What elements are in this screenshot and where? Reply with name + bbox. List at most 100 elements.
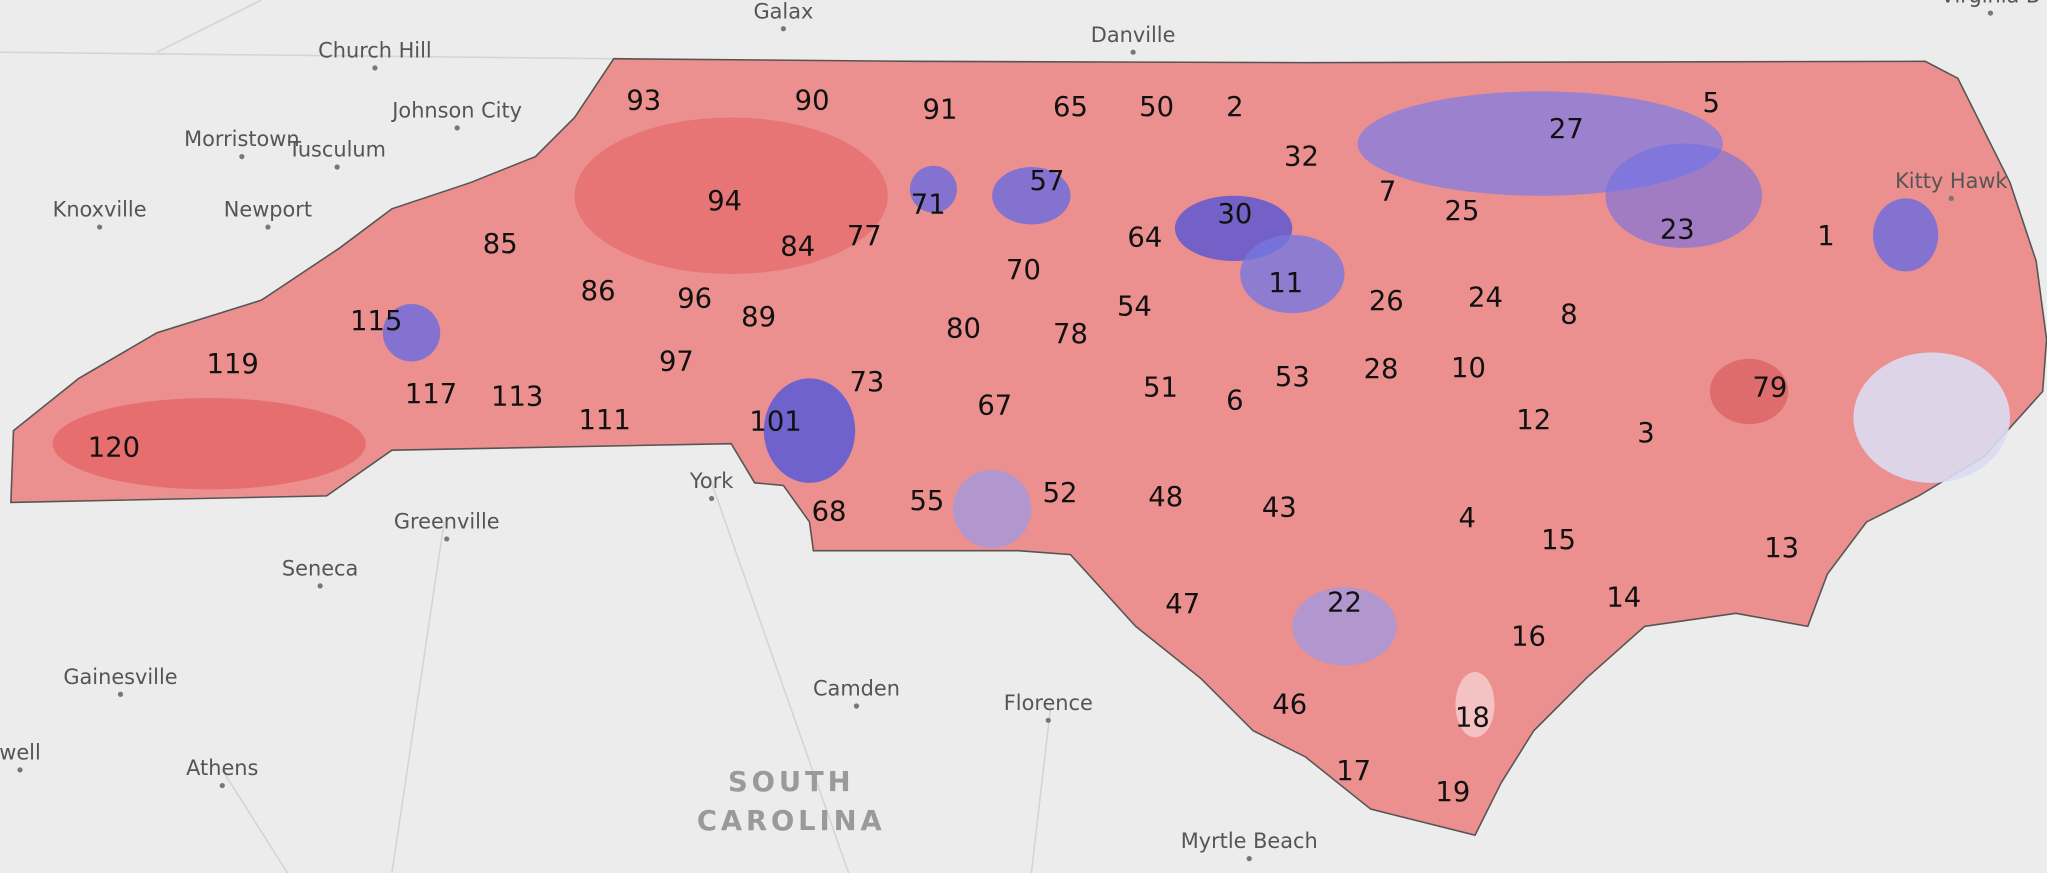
place-label: Greenville bbox=[394, 509, 500, 533]
district-label: 50 bbox=[1139, 92, 1174, 123]
place-dot bbox=[853, 703, 860, 709]
district-label: 11 bbox=[1268, 268, 1303, 299]
place-label: Gainesville bbox=[63, 665, 177, 689]
district-label: 79 bbox=[1752, 372, 1787, 403]
place-dot bbox=[780, 26, 787, 32]
place-dot bbox=[117, 691, 124, 697]
district-label: 19 bbox=[1435, 777, 1470, 808]
district-label: 115 bbox=[350, 306, 402, 337]
district-label: 91 bbox=[923, 94, 958, 125]
district-label: 90 bbox=[795, 85, 830, 116]
place-dot bbox=[1130, 49, 1136, 55]
district-label: 17 bbox=[1336, 756, 1371, 787]
district-label: 12 bbox=[1516, 405, 1551, 436]
place-label: Virginia B bbox=[1941, 0, 2041, 8]
district-label: 80 bbox=[946, 314, 981, 345]
district-label: 16 bbox=[1511, 622, 1546, 653]
district-label: 119 bbox=[207, 349, 259, 380]
district-label: 7 bbox=[1379, 177, 1396, 208]
place-label: Knoxville bbox=[53, 198, 147, 222]
place-dot bbox=[334, 164, 340, 170]
place-dot bbox=[709, 495, 715, 502]
district-label: 48 bbox=[1148, 482, 1183, 513]
district-label: 54 bbox=[1117, 291, 1152, 322]
place-label: Kitty Hawk bbox=[1895, 169, 2008, 193]
district-label: 5 bbox=[1702, 88, 1719, 119]
district-label: 78 bbox=[1053, 319, 1088, 350]
district-label: 97 bbox=[659, 346, 694, 377]
place-dot bbox=[239, 153, 245, 160]
district-label: 85 bbox=[483, 229, 518, 260]
district-label: 8 bbox=[1560, 299, 1577, 330]
district-label: 26 bbox=[1369, 286, 1404, 317]
district-label: 25 bbox=[1445, 196, 1480, 227]
district-label: 22 bbox=[1327, 588, 1362, 619]
district-label: 86 bbox=[581, 276, 616, 307]
place-label: Newport bbox=[224, 198, 312, 222]
district-label: 71 bbox=[911, 190, 946, 221]
place-label: Myrtle Beach bbox=[1181, 829, 1318, 853]
place-label: Johnson City bbox=[390, 98, 522, 122]
place-dot bbox=[1987, 10, 1994, 16]
district-label: 68 bbox=[812, 496, 847, 527]
district-label: 43 bbox=[1262, 492, 1297, 523]
district-label: 2 bbox=[1226, 92, 1243, 123]
district-label: 18 bbox=[1455, 703, 1490, 734]
place-dot bbox=[219, 782, 225, 789]
district-label: 96 bbox=[677, 284, 712, 315]
district-label: 4 bbox=[1458, 503, 1475, 534]
district-label: 73 bbox=[849, 367, 884, 398]
district-label: 30 bbox=[1217, 199, 1252, 230]
place-label: Galax bbox=[753, 0, 813, 23]
place-label: Church Hill bbox=[318, 38, 432, 62]
place-label: Florence bbox=[1004, 691, 1093, 715]
district-label: 28 bbox=[1364, 354, 1399, 385]
place-dot bbox=[317, 583, 323, 589]
district-label: 13 bbox=[1764, 533, 1799, 564]
place-label: Morristown bbox=[184, 127, 299, 151]
place-dot bbox=[372, 65, 378, 71]
roads bbox=[0, 0, 1052, 873]
place-dot bbox=[17, 767, 23, 773]
district-label: 93 bbox=[626, 85, 661, 116]
district-label: 111 bbox=[578, 405, 630, 436]
place-dot bbox=[96, 224, 103, 230]
shading bbox=[52, 91, 2011, 738]
district-label: 94 bbox=[707, 186, 742, 217]
place-label: Athens bbox=[186, 756, 258, 780]
district-label: 77 bbox=[847, 221, 882, 252]
district-label: 52 bbox=[1043, 478, 1078, 509]
place-dot bbox=[1246, 856, 1252, 862]
district-label: 47 bbox=[1165, 589, 1200, 620]
district-label: 89 bbox=[741, 302, 776, 333]
region-label: CAROLINA bbox=[697, 806, 886, 837]
district-label: 67 bbox=[977, 391, 1012, 422]
district-label: 46 bbox=[1272, 689, 1307, 720]
place-dot bbox=[444, 536, 450, 542]
district-label: 10 bbox=[1451, 353, 1486, 384]
place-dot bbox=[1045, 717, 1051, 723]
district-label: 113 bbox=[491, 382, 543, 413]
district-label: 57 bbox=[1030, 166, 1065, 197]
district-label: 14 bbox=[1606, 582, 1641, 613]
district-label: 1 bbox=[1817, 221, 1834, 252]
place-dot bbox=[1948, 195, 1954, 201]
district-label: 65 bbox=[1053, 92, 1088, 123]
place-label: York bbox=[689, 469, 734, 493]
district-label: 120 bbox=[88, 432, 140, 463]
place-label: well bbox=[0, 740, 41, 764]
district-label: 15 bbox=[1541, 525, 1576, 556]
district-label: 70 bbox=[1006, 255, 1041, 286]
district-label: 117 bbox=[405, 379, 457, 410]
place-label: Camden bbox=[813, 677, 900, 701]
district-label: 51 bbox=[1143, 372, 1178, 403]
place-label: Danville bbox=[1091, 23, 1176, 47]
district-label: 53 bbox=[1275, 362, 1310, 393]
region-label: SOUTH bbox=[728, 767, 854, 798]
district-label: 84 bbox=[780, 231, 815, 262]
state-shape bbox=[10, 57, 2047, 837]
